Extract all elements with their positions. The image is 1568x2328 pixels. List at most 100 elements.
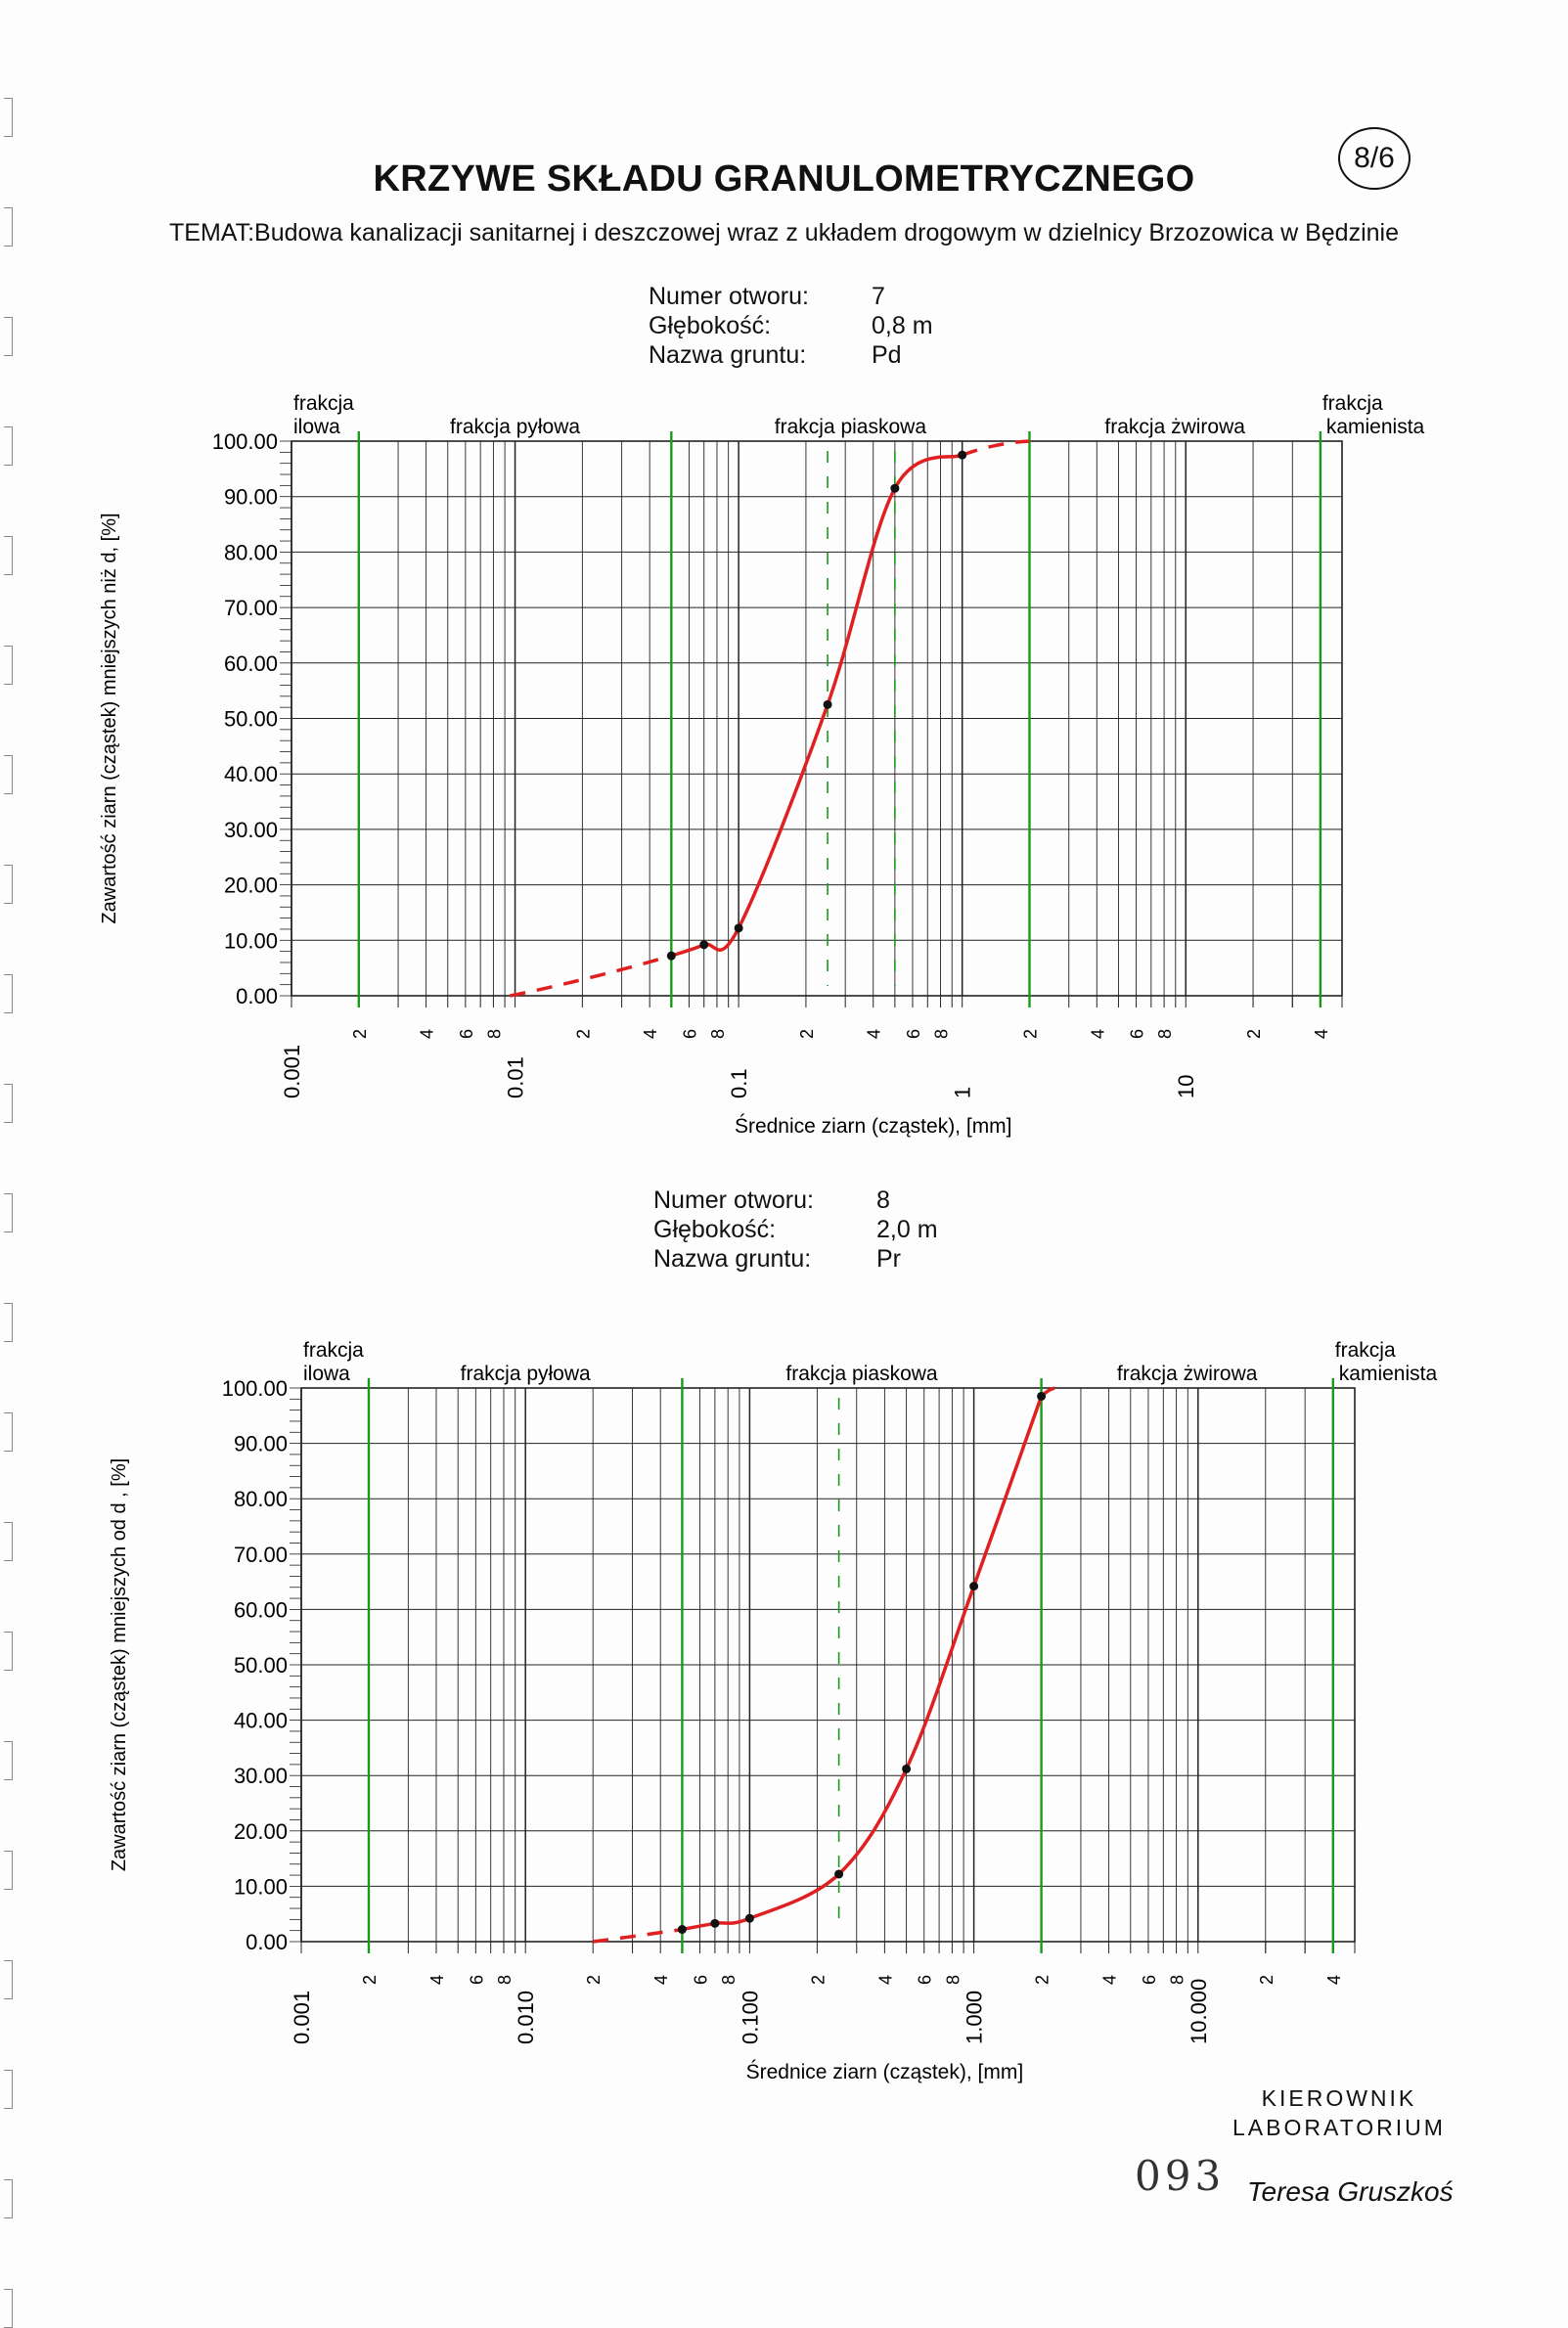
page-stamp-number: 093 [1135,2152,1226,2200]
x-minor-label: 4 [1088,1029,1107,1039]
borehole-label: Numer otworu: [653,1186,814,1214]
binder-hole [4,2289,13,2328]
soil-value: Pr [876,1245,901,1273]
x-major-label: 0.010 [514,1991,538,2044]
depth-value: 0,8 m [872,312,933,339]
x-major-label: 0.1 [727,1068,751,1098]
x-minor-label: 6 [457,1029,476,1039]
borehole-value: 8 [876,1186,890,1214]
page-number-badge: 8/6 [1338,127,1411,190]
x-minor-label: 8 [495,1975,515,1985]
x-minor-label: 2 [1244,1029,1264,1039]
x-minor-label: 4 [1324,1975,1344,1985]
data-point [1037,1391,1047,1401]
x-minor-label: 4 [875,1975,895,1985]
x-minor-label: 6 [1128,1029,1147,1039]
binder-hole [4,317,13,356]
data-point [666,951,676,961]
sample-info-1: Numer otworu: 7 Głębokość: 0,8 m Nazwa gru… [649,282,933,370]
y-tick-label: 50.00 [234,1653,288,1678]
x-minor-label: 4 [427,1975,447,1985]
depth-label: Głębokość: [649,312,772,339]
signature-name: Teresa Gruszkoś [1247,2176,1454,2207]
x-minor-label: 4 [865,1029,884,1039]
binder-hole [4,1084,13,1123]
binder-hole [4,1741,13,1780]
x-minor-label: 8 [932,1029,952,1039]
y-tick-label: 30.00 [224,818,278,842]
soil-label: Nazwa gruntu: [649,341,807,369]
fraction-label-silt: frakcja pyłowa [461,1363,591,1385]
binder-hole [4,426,13,466]
data-point [969,1582,979,1591]
data-point [823,699,832,709]
x-minor-label: 4 [1100,1975,1120,1985]
x-minor-label: 2 [584,1975,604,1985]
curve-extrapolation-high [962,439,1030,457]
x-major-label: 1 [951,1087,975,1098]
binder-holes [0,0,16,2328]
x-minor-label: 6 [467,1975,486,1985]
signature-line-1: KIEROWNIK [1261,2085,1417,2111]
data-point [677,1925,687,1935]
data-point [890,483,900,493]
x-minor-label: 8 [1168,1975,1187,1985]
y-tick-label: 70.00 [234,1543,288,1567]
binder-hole [4,536,13,575]
binder-hole [4,1412,13,1452]
binder-hole [4,1632,13,1671]
data-point [744,1913,754,1923]
x-minor-label: 8 [943,1975,963,1985]
binder-hole [4,1851,13,1890]
borehole-label: Numer otworu: [649,283,809,310]
fraction-label-silt: frakcja pyłowa [450,416,580,438]
binder-hole [4,1193,13,1232]
y-tick-label: 80.00 [224,540,278,564]
y-tick-label: 90.00 [234,1432,288,1456]
x-minor-label: 4 [651,1975,671,1985]
fraction-label-clay: frakcja [303,1339,364,1362]
x-minor-label: 2 [360,1975,380,1985]
x-minor-label: 2 [350,1029,370,1039]
grading-curve-chart-2: 0.0010.0020.0030.0040.0050.0060.0070.008… [109,1339,1437,2083]
x-minor-label: 6 [1140,1975,1159,1985]
binder-hole [4,646,13,685]
x-major-label: 10 [1174,1075,1198,1098]
y-tick-label: 0.00 [236,984,278,1008]
sample-info-2: Numer otworu: 8 Głębokość: 2,0 m Nazwa gru… [653,1186,938,1274]
y-tick-label: 70.00 [224,596,278,620]
binder-hole [4,865,13,904]
fraction-label-gravel: frakcja żwirowa [1117,1363,1258,1385]
x-minor-label: 2 [797,1029,817,1039]
data-point [710,1918,720,1928]
y-tick-label: 100.00 [212,429,278,454]
x-minor-label: 2 [573,1029,593,1039]
x-axis-title: Średnice ziarn (cząstek), [mm] [746,2060,1024,2083]
data-point [734,923,743,933]
x-minor-label: 6 [916,1975,935,1985]
y-tick-label: 80.00 [234,1487,288,1511]
x-minor-label: 2 [1033,1975,1053,1985]
x-minor-label: 2 [1257,1975,1277,1985]
binder-hole [4,2070,13,2109]
lab-head-signature-block: KIEROWNIK LABORATORIUM [1232,2083,1446,2142]
y-tick-label: 20.00 [234,1819,288,1844]
binder-hole [4,207,13,246]
x-major-label: 1.000 [963,1991,987,2044]
x-major-label: 0.001 [290,1991,314,2044]
x-minor-label: 4 [418,1029,437,1039]
borehole-value: 7 [872,283,885,310]
x-major-label: 0.001 [280,1045,304,1098]
y-axis-title: Zawartość ziarn (cząstek) mniejszych od … [109,1458,130,1871]
x-minor-label: 8 [708,1029,728,1039]
curve-extrapolation-low [592,1927,683,1944]
data-point [902,1764,912,1773]
binder-hole [4,2179,13,2218]
x-minor-label: 2 [808,1975,828,1985]
signature-line-2: LABORATORIUM [1232,2115,1446,2140]
y-axis-title: Zawartość ziarn (cząstek) mniejszych niż… [99,513,120,923]
grading-curve [670,453,963,958]
y-tick-label: 60.00 [224,651,278,676]
y-tick-label: 100.00 [222,1376,288,1401]
fraction-label-sand: frakcja piaskowa [775,416,927,438]
